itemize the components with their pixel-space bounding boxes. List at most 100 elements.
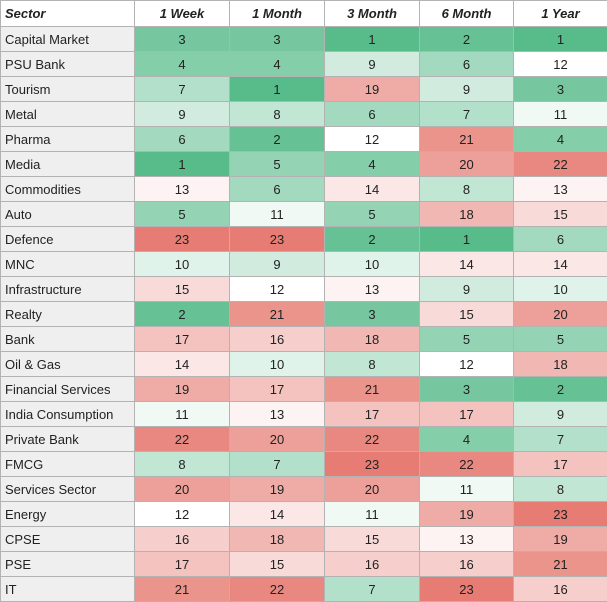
- sector-name-cell: Media: [0, 151, 135, 177]
- rank-cell-3-month: 18: [324, 326, 420, 352]
- rank-cell-1-year: 1: [513, 26, 607, 52]
- rank-cell-1-month: 9: [229, 251, 325, 277]
- table-row: Capital Market 3 3 1 2 1: [0, 26, 607, 52]
- rank-cell-6-month: 9: [419, 276, 514, 302]
- rank-cell-3-month: 1: [324, 26, 420, 52]
- rank-cell-1-month: 20: [229, 426, 325, 452]
- rank-cell-1-week: 10: [134, 251, 230, 277]
- rank-cell-1-month: 5: [229, 151, 325, 177]
- rank-cell-1-year: 8: [513, 476, 607, 502]
- table-row: Infrastructure 15 12 13 9 10: [0, 276, 607, 302]
- rank-cell-6-month: 4: [419, 426, 514, 452]
- sector-name-cell: Commodities: [0, 176, 135, 202]
- rank-cell-1-year: 18: [513, 351, 607, 377]
- table-body: Capital Market 3 3 1 2 1 PSU Bank 4 4 9 6 12 Tourism…: [0, 26, 607, 602]
- rank-cell-3-month: 11: [324, 501, 420, 527]
- table-row: Realty 2 21 3 15 20: [0, 301, 607, 327]
- rank-cell-1-month: 2: [229, 126, 325, 152]
- column-header-1-week: 1 Week: [134, 0, 230, 27]
- rank-cell-1-month: 17: [229, 376, 325, 402]
- rank-cell-6-month: 23: [419, 576, 514, 602]
- rank-cell-1-year: 20: [513, 301, 607, 327]
- table-row: India Consumption 11 13 17 17 9: [0, 401, 607, 427]
- table-row: Oil & Gas 14 10 8 12 18: [0, 351, 607, 377]
- rank-cell-1-month: 15: [229, 551, 325, 577]
- sector-name-cell: Defence: [0, 226, 135, 252]
- rank-cell-1-year: 17: [513, 451, 607, 477]
- rank-cell-1-week: 15: [134, 276, 230, 302]
- sector-name-cell: Auto: [0, 201, 135, 227]
- rank-cell-1-year: 16: [513, 576, 607, 602]
- column-header-1-year: 1 Year: [513, 0, 607, 27]
- rank-cell-1-month: 8: [229, 101, 325, 127]
- rank-cell-6-month: 22: [419, 451, 514, 477]
- sector-name-cell: Metal: [0, 101, 135, 127]
- sector-name-cell: Tourism: [0, 76, 135, 102]
- table-row: Pharma 6 2 12 21 4: [0, 126, 607, 152]
- table-row: CPSE 16 18 15 13 19: [0, 526, 607, 552]
- rank-cell-6-month: 11: [419, 476, 514, 502]
- rank-cell-6-month: 19: [419, 501, 514, 527]
- rank-cell-1-month: 14: [229, 501, 325, 527]
- rank-cell-3-month: 12: [324, 126, 420, 152]
- rank-cell-3-month: 23: [324, 451, 420, 477]
- rank-cell-1-week: 2: [134, 301, 230, 327]
- rank-cell-3-month: 10: [324, 251, 420, 277]
- rank-cell-1-week: 6: [134, 126, 230, 152]
- table-row: IT 21 22 7 23 16: [0, 576, 607, 602]
- rank-cell-6-month: 15: [419, 301, 514, 327]
- table-row: PSE 17 15 16 16 21: [0, 551, 607, 577]
- rank-cell-3-month: 8: [324, 351, 420, 377]
- rank-cell-3-month: 4: [324, 151, 420, 177]
- table-row: Financial Services 19 17 21 3 2: [0, 376, 607, 402]
- sector-name-cell: India Consumption: [0, 401, 135, 427]
- rank-cell-1-year: 3: [513, 76, 607, 102]
- rank-cell-3-month: 22: [324, 426, 420, 452]
- rank-cell-1-year: 9: [513, 401, 607, 427]
- sector-name-cell: FMCG: [0, 451, 135, 477]
- rank-cell-3-month: 21: [324, 376, 420, 402]
- table-row: Auto 5 11 5 18 15: [0, 201, 607, 227]
- rank-cell-1-week: 14: [134, 351, 230, 377]
- sector-name-cell: CPSE: [0, 526, 135, 552]
- rank-cell-1-month: 21: [229, 301, 325, 327]
- table-row: Private Bank 22 20 22 4 7: [0, 426, 607, 452]
- table-row: Tourism 7 1 19 9 3: [0, 76, 607, 102]
- rank-cell-6-month: 18: [419, 201, 514, 227]
- rank-cell-1-month: 19: [229, 476, 325, 502]
- table-row: FMCG 8 7 23 22 17: [0, 451, 607, 477]
- column-header-3-month: 3 Month: [324, 0, 420, 27]
- rank-cell-1-month: 1: [229, 76, 325, 102]
- sector-name-cell: Oil & Gas: [0, 351, 135, 377]
- rank-cell-6-month: 16: [419, 551, 514, 577]
- rank-cell-1-year: 4: [513, 126, 607, 152]
- rank-cell-1-week: 20: [134, 476, 230, 502]
- rank-cell-1-week: 21: [134, 576, 230, 602]
- rank-cell-3-month: 7: [324, 576, 420, 602]
- rank-cell-1-month: 12: [229, 276, 325, 302]
- sector-name-cell: Energy: [0, 501, 135, 527]
- rank-cell-1-week: 13: [134, 176, 230, 202]
- rank-cell-3-month: 16: [324, 551, 420, 577]
- rank-cell-1-month: 3: [229, 26, 325, 52]
- sector-name-cell: PSE: [0, 551, 135, 577]
- rank-cell-1-week: 23: [134, 226, 230, 252]
- header-row: Sector 1 Week 1 Month 3 Month 6 Month 1 …: [0, 0, 607, 27]
- rank-cell-3-month: 15: [324, 526, 420, 552]
- rank-cell-3-month: 17: [324, 401, 420, 427]
- rank-cell-6-month: 13: [419, 526, 514, 552]
- rank-cell-1-year: 2: [513, 376, 607, 402]
- rank-cell-3-month: 5: [324, 201, 420, 227]
- rank-cell-1-week: 5: [134, 201, 230, 227]
- rank-cell-1-month: 7: [229, 451, 325, 477]
- sector-name-cell: Financial Services: [0, 376, 135, 402]
- rank-cell-1-week: 9: [134, 101, 230, 127]
- rank-cell-1-year: 22: [513, 151, 607, 177]
- rank-cell-1-month: 23: [229, 226, 325, 252]
- rank-cell-1-week: 11: [134, 401, 230, 427]
- rank-cell-1-week: 19: [134, 376, 230, 402]
- sector-name-cell: IT: [0, 576, 135, 602]
- column-header-sector: Sector: [0, 0, 135, 27]
- sector-name-cell: Pharma: [0, 126, 135, 152]
